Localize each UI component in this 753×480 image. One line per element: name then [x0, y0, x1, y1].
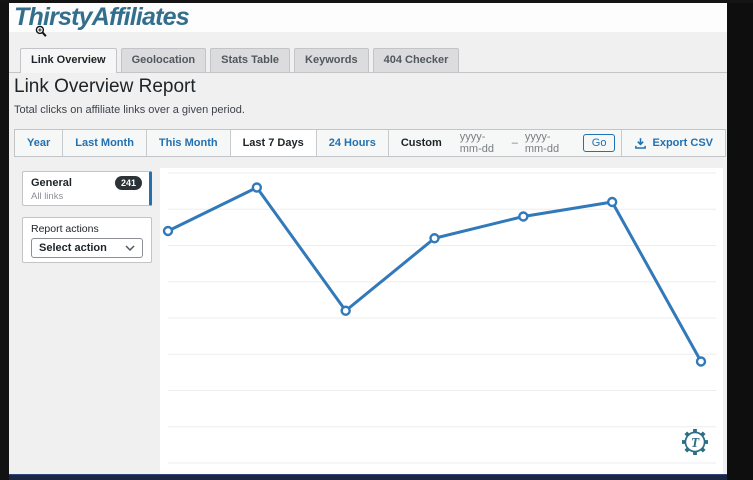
period-24-hours-button[interactable]: 24 Hours — [317, 130, 389, 156]
tab-404-checker[interactable]: 404 Checker — [372, 48, 460, 72]
page-subtitle: Total clicks on affiliate links over a g… — [14, 104, 245, 116]
clicks-line-chart: T — [160, 168, 723, 474]
date-to-input[interactable]: yyyy-mm-dd — [524, 131, 560, 155]
general-card-subtitle: All links — [31, 191, 64, 202]
line-chart-canvas[interactable] — [160, 168, 723, 474]
period-last-7-days-button[interactable]: Last 7 Days — [230, 130, 317, 156]
report-scope-general-card[interactable]: General 241 All links — [22, 171, 152, 206]
tab-stats-table[interactable]: Stats Table — [210, 48, 291, 72]
date-from-input[interactable]: yyyy-mm-dd — [459, 131, 494, 155]
tab-bar: Link Overview Geolocation Stats Table Ke… — [9, 48, 727, 73]
page-title: Link Overview Report — [14, 76, 196, 97]
tab-keywords[interactable]: Keywords — [294, 48, 369, 72]
custom-date-range: yyyy-mm-dd – yyyy-mm-dd Go — [454, 130, 622, 156]
custom-period-label: Custom — [400, 137, 442, 149]
tab-geolocation[interactable]: Geolocation — [120, 48, 207, 72]
period-last-month-button[interactable]: Last Month — [63, 130, 147, 156]
period-this-month-button[interactable]: This Month — [147, 130, 231, 156]
top-screen-edge — [0, 0, 753, 3]
plugin-header: ThirstyAffiliates — [9, 3, 727, 32]
clicks-count-badge: 241 — [114, 176, 142, 190]
right-screen-edge — [727, 0, 753, 480]
report-action-selected-value: Select action — [39, 242, 107, 254]
left-screen-edge — [0, 0, 9, 480]
chevron-down-icon — [125, 245, 135, 251]
tab-link-overview[interactable]: Link Overview — [20, 48, 117, 73]
date-range-separator: – — [511, 137, 518, 149]
download-icon — [635, 137, 647, 149]
report-actions-label: Report actions — [31, 223, 99, 235]
period-filter-bar: Year Last Month This Month Last 7 Days 2… — [14, 129, 726, 157]
period-year-button[interactable]: Year — [15, 130, 64, 156]
bottom-edge-bar — [0, 474, 753, 480]
export-csv-label: Export CSV — [652, 137, 713, 149]
svg-text:T: T — [691, 435, 700, 450]
export-csv-button[interactable]: Export CSV — [621, 130, 725, 156]
zoom-cursor-icon — [35, 25, 47, 37]
page-content: ThirstyAffiliates Link Overview Geolocat… — [9, 3, 727, 474]
go-button[interactable]: Go — [582, 134, 616, 152]
general-card-title: General — [31, 177, 72, 189]
report-actions-card: Report actions Select action — [22, 217, 152, 263]
thirstyaffiliates-logo: ThirstyAffiliates — [14, 3, 190, 31]
report-action-select[interactable]: Select action — [31, 238, 143, 258]
thirstyaffiliates-gear-icon: T — [682, 429, 708, 455]
